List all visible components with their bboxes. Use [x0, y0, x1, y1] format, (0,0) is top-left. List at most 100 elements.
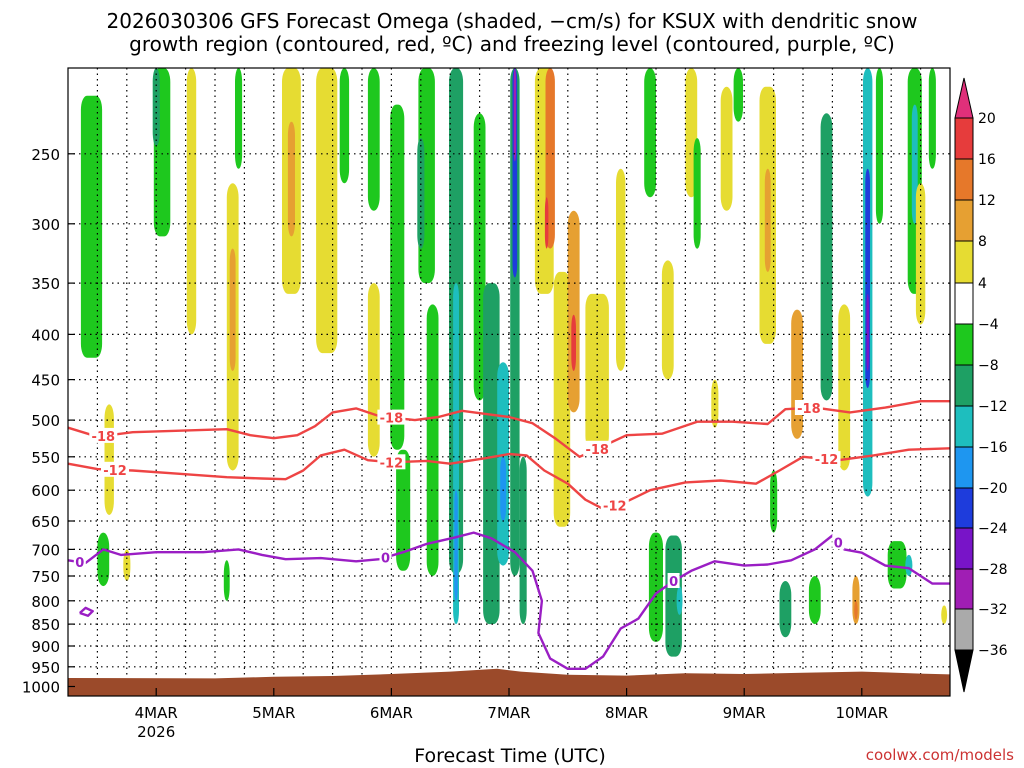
omega-cell-59: [852, 576, 860, 625]
x-tick-label-5MAR: 5MAR: [252, 704, 295, 722]
grid: [68, 68, 950, 696]
omega-cell-0: [80, 95, 103, 358]
omega-cell-47: [693, 138, 701, 249]
x-tick-label-4MAR: 4MAR: [135, 704, 178, 722]
omega-cell-26: [483, 283, 500, 625]
colorbar-bottom-triangle: [954, 649, 974, 693]
colorbar-label-0: 20: [978, 111, 996, 127]
colorbar-bin-5: [954, 323, 974, 366]
omega-cell-10: [235, 68, 243, 169]
x-axis-label: Forecast Time (UTC): [414, 745, 605, 767]
colorbar-label-5: −4: [978, 317, 999, 333]
omega-cell-65: [887, 541, 907, 589]
omega-cell-21: [426, 304, 439, 576]
colorbar-bin-2: [954, 199, 974, 242]
y-tick-label-750: 750: [31, 568, 60, 586]
omega-cell-70: [928, 68, 936, 169]
omega-cell-8: [229, 248, 236, 371]
omega-cell-43: [665, 535, 682, 657]
omega-cell-13: [316, 68, 338, 354]
contour-label--12-0: -12: [103, 464, 127, 479]
omega-cell-69: [915, 183, 926, 325]
contour-0: [67, 531, 950, 670]
x-tick-label-10MAR: 10MAR: [835, 704, 888, 722]
colorbar-label-1: 16: [978, 152, 996, 168]
x-tick-sublabel-2026: 2026: [137, 723, 175, 741]
omega-cell-66: [905, 554, 913, 576]
y-tick-label-950: 950: [31, 659, 60, 677]
contours: -18 -18 -18 -18 -12 -12 -12 -12 0 0 0 0: [67, 400, 951, 670]
omega-cell-12: [287, 121, 295, 237]
y-tick-label-600: 600: [31, 482, 60, 500]
contour-label-bg: [377, 454, 406, 470]
contour-label-bg: [667, 573, 680, 588]
contour-label--18-0: -18: [92, 430, 116, 445]
y-tick-label-850: 850: [31, 616, 60, 634]
contour-label-bg: [377, 409, 406, 425]
x-tick-label-7MAR: 7MAR: [487, 704, 530, 722]
x-tick-label-6MAR: 6MAR: [370, 704, 413, 722]
omega-cell-14: [339, 68, 350, 184]
colorbar-label-11: −28: [978, 562, 1008, 578]
colorbar-label-3: 8: [978, 234, 987, 250]
omega-shading: [80, 68, 948, 657]
omega-cell-56: [808, 576, 821, 625]
omega-cell-50: [733, 68, 743, 122]
contour-label--12-2: -12: [603, 499, 627, 514]
ground: [68, 668, 950, 696]
contour-label--12-1: -12: [380, 456, 404, 471]
colorbar-bin-6: [954, 364, 974, 407]
omega-cell-38: [571, 314, 576, 371]
contour-label-bg: [89, 427, 118, 443]
y-tick-label-350: 350: [31, 275, 60, 293]
y-tick-label-1000: 1000: [22, 679, 60, 697]
omega-cell-45: [661, 260, 674, 380]
colorbar-bin-10: [954, 527, 974, 570]
contour-label-0-0: 0: [75, 556, 84, 571]
colorbar-top-triangle: [954, 77, 974, 119]
omega-cell-41: [644, 68, 656, 198]
omega-cell-20: [417, 138, 425, 249]
omega-cell-57: [820, 113, 833, 401]
omega-cell-28: [500, 456, 507, 521]
omega-cell-49: [720, 86, 733, 211]
omega-cell-1: [104, 404, 114, 515]
omega-cell-37: [567, 210, 580, 413]
omega-cell-60: [854, 600, 858, 620]
y-tick-label-450: 450: [31, 372, 60, 390]
colorbar: 20 16 12 8 4 −4 −8 −12 −16 −20 −24 −28 −32 −36: [954, 77, 1008, 693]
contour-label-bg: [101, 461, 129, 477]
colorbar-bin-7: [954, 405, 974, 448]
omega-cell-54: [779, 581, 792, 638]
y-tick-label-400: 400: [31, 326, 60, 344]
colorbar-bin-3: [954, 240, 974, 284]
y-tick-label-700: 700: [31, 541, 60, 559]
colorbar-label-2: 12: [978, 193, 996, 209]
contour-label-0-1: 0: [381, 552, 390, 567]
omega-cell-40: [616, 168, 626, 371]
omega-cell-16: [367, 68, 380, 211]
omega-cell-36: [553, 271, 571, 527]
y-tick-label-550: 550: [31, 449, 60, 467]
y-tick-label-300: 300: [31, 216, 60, 234]
x-tick-label-9MAR: 9MAR: [723, 704, 766, 722]
colorbar-bin-1: [954, 158, 974, 201]
omega-cell-15: [367, 283, 380, 457]
omega-cell-58: [838, 304, 851, 471]
omega-cell-53: [770, 470, 778, 533]
omega-cell-6: [186, 68, 197, 335]
omega-cell-63: [866, 293, 869, 371]
contour-label-bg: [73, 554, 86, 569]
colorbar-label-4: 4: [978, 276, 987, 292]
omega-cell-2: [97, 532, 110, 587]
omega-cell-24: [454, 490, 458, 601]
colorbar-label-8: −16: [978, 440, 1008, 456]
y-tick-label-500: 500: [31, 412, 60, 430]
contour-label-bg: [812, 451, 841, 467]
credit-link[interactable]: coolwx.com/models: [866, 746, 1014, 764]
omega-cell-18: [396, 449, 411, 571]
contour-label--18-3: -18: [797, 402, 821, 417]
omega-cell-9: [223, 560, 230, 601]
